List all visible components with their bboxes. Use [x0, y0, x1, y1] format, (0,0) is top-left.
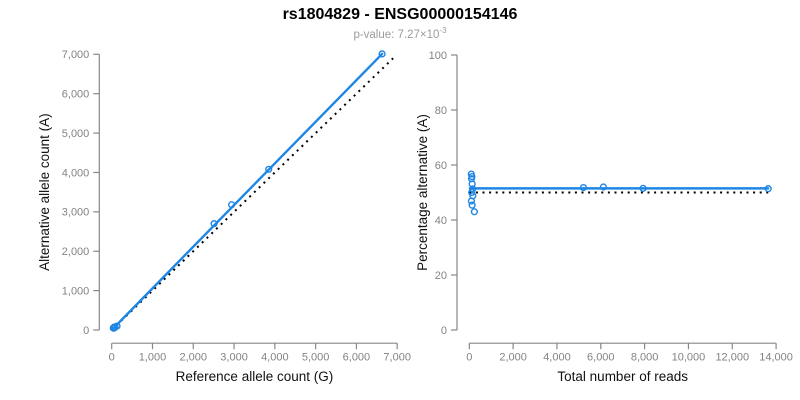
y-tick-label: 6,000 — [62, 88, 90, 100]
y-axis-title: Alternative allele count (A) — [37, 113, 52, 271]
x-axis-title: Total number of reads — [557, 369, 688, 384]
x-tick-label: 6,000 — [343, 352, 371, 364]
data-point — [468, 180, 476, 188]
y-tick-label: 2,000 — [62, 246, 90, 258]
y-tick-label: 5,000 — [62, 128, 90, 140]
x-axis: 0 2,000 4,000 6,000 8,000 10,000 12,000 14,000 T… — [466, 342, 793, 384]
data-point — [764, 185, 772, 193]
panel-pct-alt-vs-total-reads: 0 20 40 60 80 100 Percentage alternative (A) 0 2… — [415, 50, 793, 384]
y-tick-label: 1,000 — [62, 285, 90, 297]
pvalue-text: p-value: 7.27×10 — [353, 28, 440, 41]
panel-alt-vs-ref-counts: 0 1,000 2,000 3,000 4,000 5,000 6,000 7,000 Alte… — [37, 49, 411, 384]
x-tick-label: 0 — [109, 352, 115, 364]
y-tick-label: 60 — [435, 160, 447, 172]
x-tick-label: 7,000 — [383, 352, 411, 364]
data-point — [599, 183, 608, 191]
x-tick-label: 2,000 — [499, 352, 527, 364]
data-point — [579, 183, 588, 192]
data-point — [265, 165, 273, 173]
x-tick-label: 14,000 — [759, 352, 793, 364]
y-axis: 0 20 40 60 80 100 Percentage alternative (A) — [415, 50, 458, 337]
y-tick-label: 0 — [441, 325, 447, 337]
figure-title: rs1804829 - ENSG00000154146 — [282, 6, 518, 23]
x-tick-label: 2,000 — [180, 352, 208, 364]
y-tick-label: 100 — [429, 50, 447, 62]
x-tick-label: 1,000 — [139, 352, 167, 364]
x-tick-label: 4,000 — [543, 352, 571, 364]
y-tick-label: 0 — [83, 325, 89, 337]
x-tick-label: 6,000 — [587, 352, 615, 364]
data-point — [378, 50, 386, 58]
y-axis: 0 1,000 2,000 3,000 4,000 5,000 6,000 7,000 Alte… — [37, 49, 100, 337]
y-axis-title: Percentage alternative (A) — [415, 114, 430, 271]
y-tick-label: 40 — [435, 215, 447, 227]
data-points — [467, 170, 772, 216]
data-point — [639, 184, 647, 192]
x-tick-label: 0 — [466, 352, 472, 364]
data-point — [468, 201, 476, 209]
y-tick-label: 7,000 — [62, 49, 90, 61]
identity-line — [111, 57, 394, 331]
figure-subtitle: p-value: 7.27×10-3 — [0, 26, 800, 41]
pvalue-exponent: -3 — [439, 26, 447, 35]
x-tick-label: 8,000 — [631, 352, 659, 364]
x-tick-label: 4,000 — [261, 352, 289, 364]
data-point — [467, 197, 476, 205]
y-tick-label: 80 — [435, 105, 447, 117]
fit-line — [112, 52, 384, 330]
y-tick-label: 4,000 — [62, 167, 90, 179]
data-point — [468, 185, 477, 193]
data-point — [210, 220, 218, 228]
x-tick-label: 5,000 — [302, 352, 330, 364]
data-point — [468, 188, 476, 197]
data-point — [113, 322, 121, 330]
data-points — [109, 50, 386, 332]
y-tick-label: 20 — [435, 270, 447, 282]
y-tick-label: 3,000 — [62, 207, 90, 219]
data-point — [228, 201, 236, 209]
x-tick-label: 3,000 — [220, 352, 248, 364]
x-axis: 0 1,000 2,000 3,000 4,000 5,000 6,000 7,000 Refe… — [109, 342, 411, 384]
x-tick-label: 10,000 — [672, 352, 706, 364]
data-point — [470, 208, 478, 216]
x-tick-label: 12,000 — [715, 352, 749, 364]
x-axis-title: Reference allele count (G) — [176, 369, 334, 384]
